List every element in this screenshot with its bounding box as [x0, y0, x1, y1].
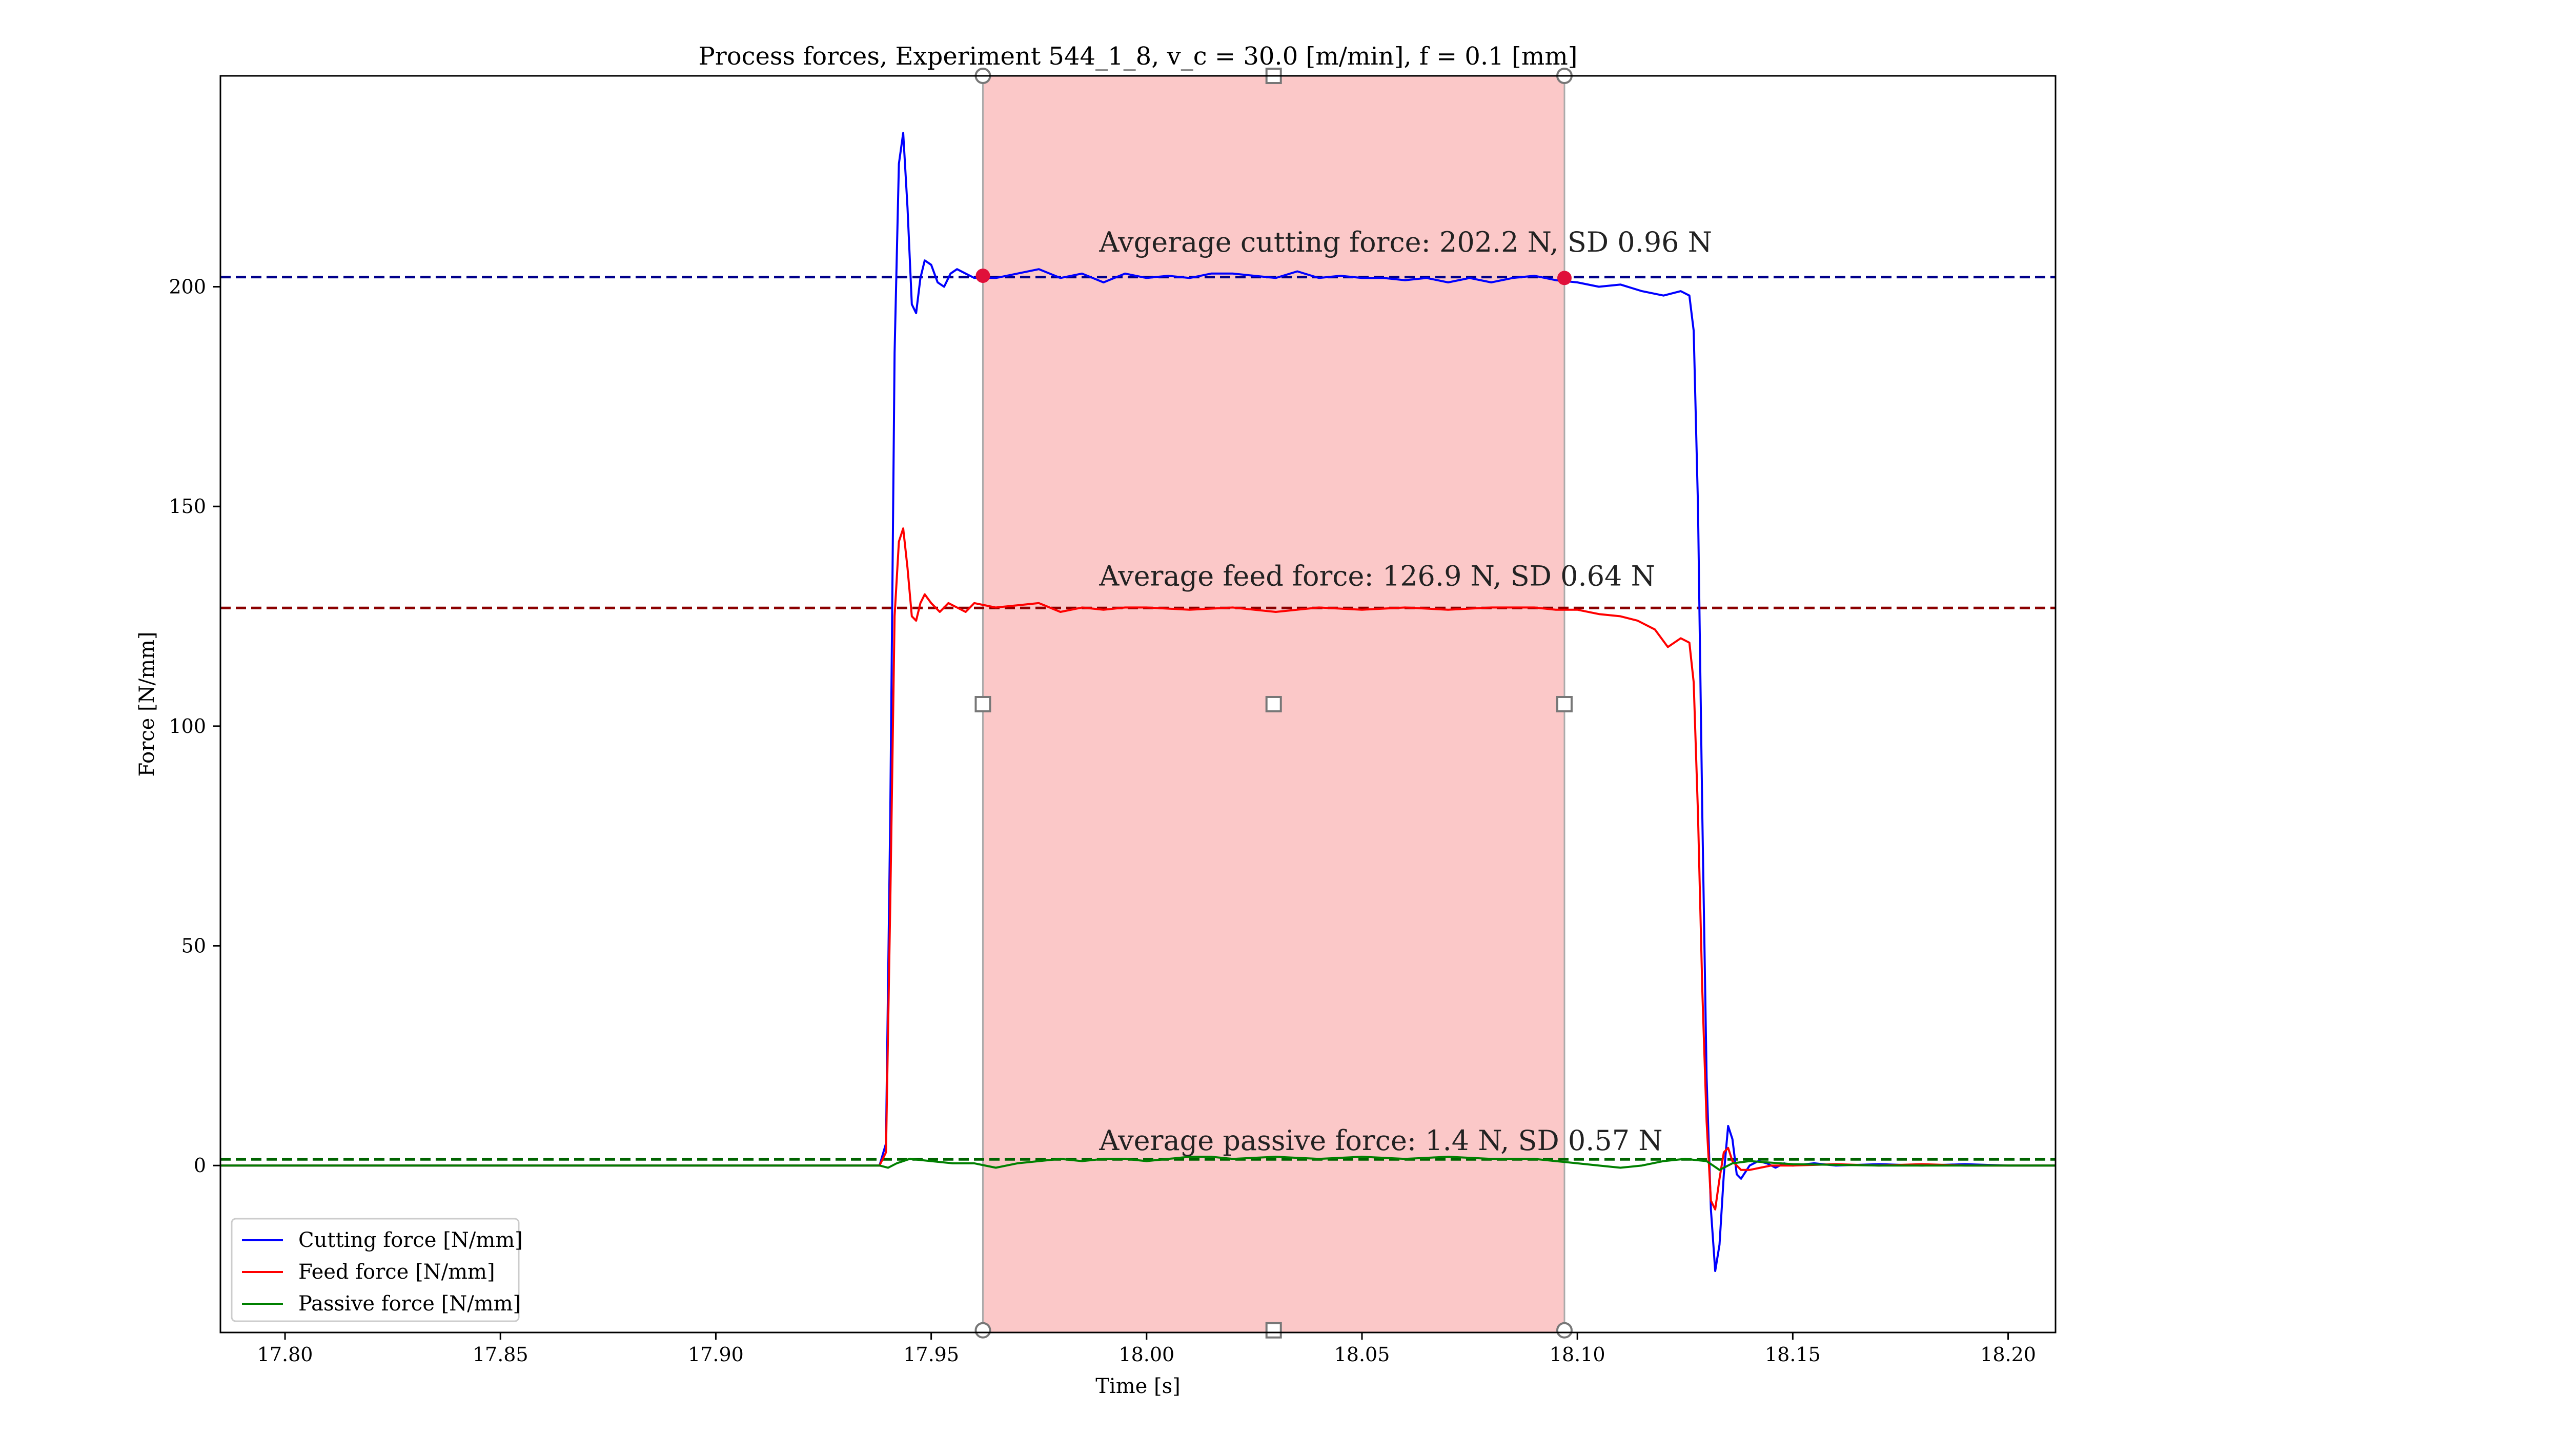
chart-title: Process forces, Experiment 544_1_8, v_c …	[698, 42, 1577, 71]
square-handle-3[interactable]	[1556, 696, 1573, 712]
x-tick-label: 17.90	[688, 1343, 744, 1366]
series-line-0	[220, 132, 2056, 1272]
marker-point-0[interactable]	[975, 269, 990, 283]
axes-group: 17.80 17.85 17.90 17.95 18.00 18.05 18.10 18.15…	[135, 42, 2057, 1398]
x-axis-label: Time [s]	[1095, 1375, 1181, 1398]
y-axis-label: Force [N/mm]	[135, 631, 159, 776]
marker-point-1[interactable]	[1557, 271, 1572, 285]
round-handle-2[interactable]	[974, 1322, 991, 1339]
legend-label-0: Cutting force [N/mm]	[298, 1228, 523, 1252]
legend-box	[231, 1218, 520, 1322]
legend-group: Cutting force [N/mm] Feed force [N/mm] Pas…	[231, 1218, 523, 1322]
x-tick-label: 17.80	[257, 1343, 313, 1366]
x-tick-label: 18.20	[1980, 1343, 2036, 1366]
selector-handles-group	[974, 68, 1573, 1339]
legend-label-1: Feed force [N/mm]	[298, 1260, 495, 1284]
y-tick-label: 0	[194, 1154, 206, 1177]
x-tick-label: 17.95	[903, 1343, 959, 1366]
average-annotation-1: Average feed force: 126.9 N, SD 0.64 N	[1099, 560, 1655, 592]
series-line-1	[220, 527, 2056, 1211]
plot-frame	[219, 75, 2057, 1334]
x-tick-label: 18.10	[1550, 1343, 1605, 1366]
y-tick-label: 100	[169, 715, 206, 737]
series-group	[220, 132, 2056, 1272]
round-handle-3[interactable]	[1556, 1322, 1573, 1339]
annotations-group: Avgerage cutting force: 202.2 N, SD 0.96…	[1099, 226, 1712, 1157]
series-line-2	[220, 1156, 2056, 1171]
markers-group	[975, 269, 1572, 285]
y-tick-label: 150	[169, 495, 206, 518]
x-tick-label: 18.00	[1118, 1343, 1174, 1366]
square-handle-2[interactable]	[1265, 696, 1282, 712]
average-annotation-0: Avgerage cutting force: 202.2 N, SD 0.96…	[1099, 226, 1712, 258]
x-tick-label: 18.05	[1334, 1343, 1390, 1366]
x-tick-label: 18.15	[1765, 1343, 1821, 1366]
average-annotation-2: Average passive force: 1.4 N, SD 0.57 N	[1099, 1124, 1662, 1157]
legend-label-2: Passive force [N/mm]	[298, 1292, 521, 1316]
y-tick-label: 200	[169, 276, 206, 298]
square-handle-1[interactable]	[974, 696, 991, 712]
square-handle-4[interactable]	[1265, 1322, 1282, 1339]
y-tick-label: 50	[181, 935, 206, 957]
x-tick-label: 17.85	[473, 1343, 528, 1366]
